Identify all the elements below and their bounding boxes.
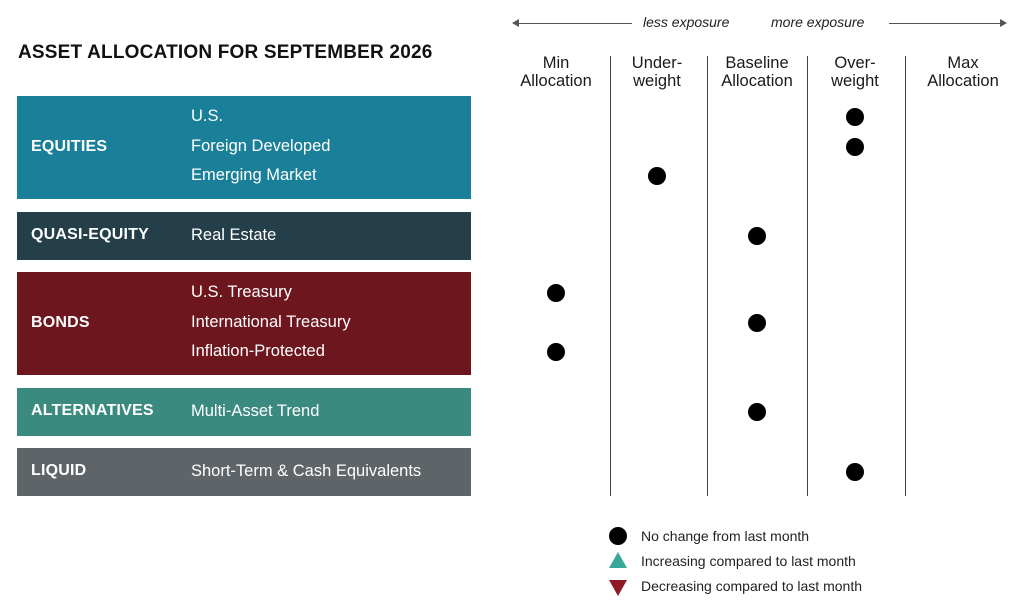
asset-class-label: U.S. Treasury [191, 283, 292, 301]
less-exposure-label: less exposure [643, 14, 730, 30]
asset-class-label: Short-Term & Cash Equivalents [191, 462, 422, 480]
asset-group-liquid: LIQUID Short-Term & Cash Equivalents [17, 448, 471, 496]
allocation-marker [846, 108, 864, 126]
asset-group-label: ALTERNATIVES [31, 402, 154, 419]
allocation-marker [748, 314, 766, 332]
legend-label: Increasing compared to last month [641, 553, 856, 569]
legend-label: No change from last month [641, 528, 810, 544]
asset-group-label: LIQUID [31, 462, 87, 479]
allocation-marker [748, 227, 766, 245]
asset-class-label: Real Estate [191, 226, 277, 244]
asset-class-label: Inflation-Protected [191, 342, 325, 360]
asset-class-label: U.S. [191, 107, 224, 125]
asset-group-quasi-equity: QUASI-EQUITY Real Estate [17, 212, 471, 260]
allocation-marker [547, 343, 565, 361]
triangle-down-icon [609, 580, 627, 598]
column-header: Max Allocation [927, 54, 999, 90]
chart-title: ASSET ALLOCATION FOR SEPTEMBER 2026 [18, 42, 433, 63]
asset-group-equities: EQUITIES U.S. Foreign Developed Emerging Ma… [17, 96, 471, 199]
more-exposure-label: more exposure [771, 14, 865, 30]
column-divider [610, 56, 611, 496]
column-header: Baseline Allocation [721, 54, 793, 90]
column-header: Over-weight [831, 54, 879, 90]
column-header: Under-weight [631, 54, 683, 90]
asset-group-bonds: BONDS U.S. Treasury International Treasury… [17, 272, 471, 375]
arrow-right-icon [1000, 19, 1007, 27]
asset-class-label: International Treasury [191, 313, 351, 331]
legend-label: Decreasing compared to last month [641, 578, 862, 594]
allocation-marker [748, 403, 766, 421]
column-divider [905, 56, 906, 496]
allocation-marker [846, 463, 864, 481]
asset-group-alternatives: ALTERNATIVES Multi-Asset Trend [17, 388, 471, 436]
asset-group-label: QUASI-EQUITY [31, 226, 149, 243]
asset-class-label: Multi-Asset Trend [191, 402, 320, 420]
column-divider [807, 56, 808, 496]
allocation-marker [547, 284, 565, 302]
asset-class-label: Foreign Developed [191, 137, 331, 155]
arrow-left-icon [512, 19, 519, 27]
asset-group-label: BONDS [31, 313, 90, 331]
column-divider [707, 56, 708, 496]
dot-icon [609, 527, 627, 545]
column-header: Min Allocation [520, 54, 592, 90]
asset-class-label: Emerging Market [191, 166, 317, 184]
asset-group-label: EQUITIES [31, 137, 108, 155]
allocation-marker [648, 167, 666, 185]
allocation-marker [846, 138, 864, 156]
triangle-up-icon [609, 552, 627, 570]
